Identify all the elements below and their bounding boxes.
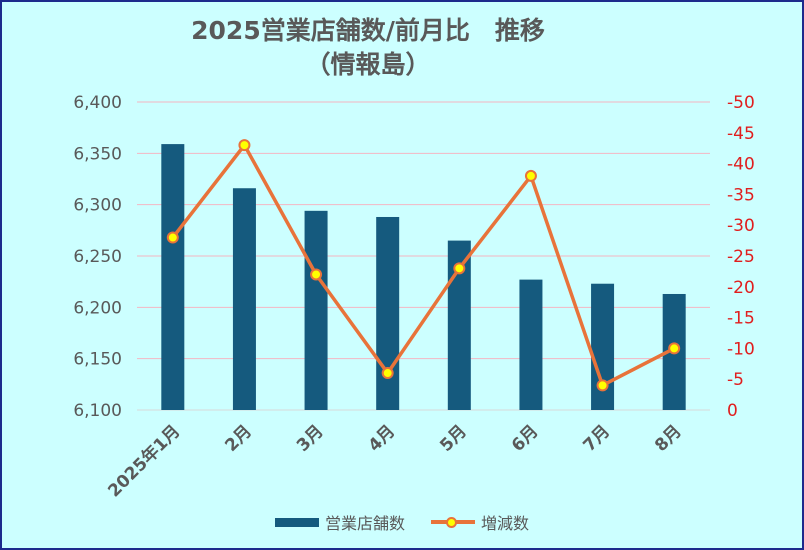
right-axis-tick-label: 0	[727, 401, 738, 421]
x-axis-tick-label: 7月	[580, 421, 615, 456]
x-axis-tick-label: 3月	[293, 421, 328, 456]
left-axis-tick-label: 6,150	[73, 350, 122, 370]
bar	[376, 216, 400, 410]
right-axis-tick-label: -35	[727, 185, 755, 205]
right-axis-tick-label: -25	[727, 247, 755, 267]
legend-line-swatch	[431, 515, 475, 529]
gridlines	[137, 101, 710, 411]
left-axis-ticks: 6,400 6,350 6,300 6,250 6,200 6,150 6,100	[73, 93, 122, 421]
left-axis-tick-label: 6,200	[73, 298, 122, 318]
line-series	[166, 139, 681, 392]
right-axis-tick-label: -50	[727, 93, 755, 113]
bar	[304, 210, 328, 410]
line-point	[310, 268, 323, 281]
x-axis-tick-label: 6月	[508, 421, 543, 456]
x-axis-ticks: 2025年1月 2月 3月 4月 5月 6月 7月 8月	[104, 421, 686, 502]
x-axis-tick-label: 2025年1月	[104, 421, 185, 502]
x-axis-tick-label: 8月	[651, 421, 686, 456]
right-axis-tick-label: -5	[727, 370, 744, 390]
line-point	[596, 379, 609, 392]
chart-title: 2025営業店舗数/前月比 推移 （情報島）	[0, 14, 736, 82]
left-axis-tick-label: 6,300	[73, 196, 122, 216]
left-axis-tick-label: 6,250	[73, 247, 122, 267]
right-axis-tick-label: -30	[727, 216, 755, 236]
legend-item-line[interactable]: 増減数	[431, 510, 529, 534]
left-axis-tick-label: 6,350	[73, 144, 122, 164]
legend-bar-swatch	[274, 517, 319, 527]
x-axis-tick-label: 4月	[365, 421, 400, 456]
bar	[447, 240, 471, 410]
right-axis-tick-label: -10	[727, 339, 755, 359]
bar	[591, 283, 615, 410]
series-line	[171, 143, 675, 388]
legend-item-bar[interactable]: 営業店舗数	[274, 510, 405, 534]
legend-bar-label: 営業店舗数	[324, 514, 405, 533]
line-point	[668, 342, 681, 355]
line-point	[166, 231, 179, 244]
x-axis-tick-label: 2月	[221, 421, 256, 456]
x-axis-tick-label: 5月	[436, 421, 471, 456]
line-point	[238, 139, 251, 152]
line-point	[381, 367, 394, 380]
right-axis-tick-label: -45	[727, 124, 755, 144]
right-axis-tick-label: -15	[727, 309, 755, 329]
line-point	[453, 262, 466, 275]
bar	[232, 188, 256, 410]
bar	[519, 279, 543, 410]
bar	[161, 144, 185, 411]
left-axis-tick-label: 6,400	[73, 93, 122, 113]
line-point	[524, 169, 537, 182]
legend: 営業店舗数 増減数	[0, 510, 804, 534]
right-axis-tick-label: -20	[727, 278, 755, 298]
left-axis-tick-label: 6,100	[73, 401, 122, 421]
chart-title-line1: 2025営業店舗数/前月比 推移	[191, 16, 545, 45]
right-axis-ticks: -50-45-40-35-30-25-20-15-10-50	[727, 93, 755, 421]
right-axis-tick-label: -40	[727, 155, 755, 175]
bar-series	[161, 144, 686, 411]
chart-title-line2: （情報島）	[305, 50, 431, 79]
legend-line-label: 増減数	[481, 514, 530, 533]
